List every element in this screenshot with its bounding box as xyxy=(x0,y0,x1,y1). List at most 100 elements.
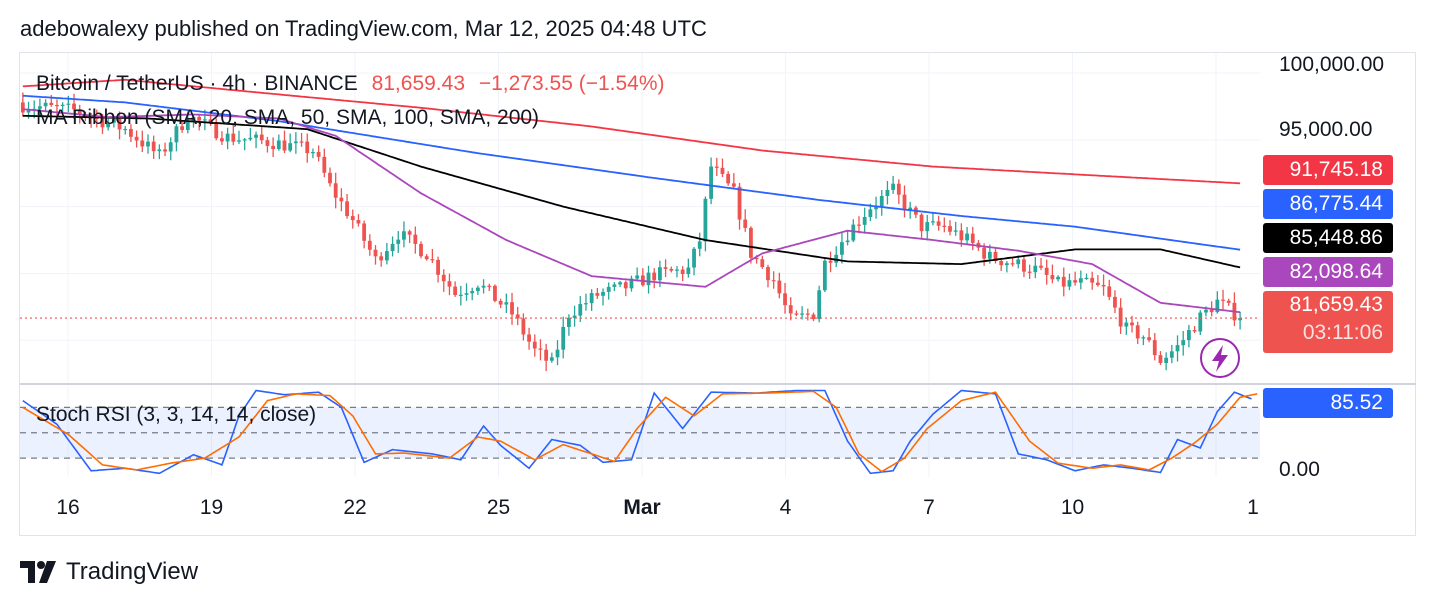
candle-body xyxy=(561,326,566,350)
candle-body xyxy=(635,275,640,279)
candle-body xyxy=(891,183,896,190)
price-tick-100000: 100,000.00 xyxy=(1279,53,1385,76)
candle-body xyxy=(1238,318,1242,321)
candle-body xyxy=(578,304,583,316)
legend-symbol-row: Bitcoin / TetherUS · 4h · BINANCE 81,659… xyxy=(36,72,665,96)
candle-body xyxy=(902,194,907,210)
candle-body xyxy=(311,152,315,154)
candle-body xyxy=(100,117,105,128)
stoch-rsi-tag: 85.52 xyxy=(1263,388,1393,418)
candle-body xyxy=(470,291,475,294)
candle-body xyxy=(333,183,338,198)
candle-body xyxy=(362,223,367,241)
legend-price: 81,659.43 xyxy=(371,72,466,95)
last-price-value: 81,659.43 xyxy=(1289,293,1383,316)
time-axis-label: 22 xyxy=(343,496,367,519)
candle-body xyxy=(129,128,133,137)
candle-body xyxy=(493,285,497,301)
candle-body xyxy=(942,225,947,227)
candle-body xyxy=(498,300,503,305)
candle-body xyxy=(1186,330,1191,341)
candle-body xyxy=(60,104,65,106)
candle-body xyxy=(123,128,128,131)
candle-body xyxy=(925,222,930,232)
candle-body xyxy=(840,242,844,255)
candle-body xyxy=(328,172,332,184)
time-axis-label: 25 xyxy=(486,496,511,519)
candle-body xyxy=(1158,355,1163,363)
candle-body xyxy=(766,267,770,281)
candle-body xyxy=(646,272,651,286)
candle-body xyxy=(202,119,207,121)
candle-body xyxy=(436,259,440,275)
bar-countdown: 03:11:06 xyxy=(1302,321,1383,344)
lightning-icon[interactable] xyxy=(1200,338,1240,378)
candle-body xyxy=(703,198,708,242)
candle-body xyxy=(692,248,696,268)
candle-body xyxy=(430,259,435,261)
candle-body xyxy=(908,207,913,210)
candle-body xyxy=(197,116,202,121)
candle-body xyxy=(800,313,805,315)
candle-body xyxy=(1181,340,1186,346)
candle-body xyxy=(276,140,281,150)
candle-body xyxy=(987,251,992,259)
candle-body xyxy=(242,139,247,141)
candle-body xyxy=(1039,265,1043,268)
candle-body xyxy=(743,219,748,228)
candle-body xyxy=(936,221,941,226)
legend-stoch-rsi[interactable]: Stoch RSI (3, 3, 14, 14, close) xyxy=(36,403,317,426)
candle-body xyxy=(282,140,287,151)
candle-body xyxy=(1141,337,1146,339)
sma20-price-tag: 82,098.64 xyxy=(1263,257,1393,287)
candle-body xyxy=(1044,267,1049,275)
time-axis-label: 10 xyxy=(1060,496,1085,519)
candle-body xyxy=(857,224,861,226)
candle-body xyxy=(254,134,258,138)
sma50-price-tag: 85,448.86 xyxy=(1263,223,1393,253)
candle-body xyxy=(862,217,867,225)
candle-body xyxy=(1073,280,1078,283)
candle-body xyxy=(1198,312,1203,332)
candle-body xyxy=(1010,263,1015,265)
candle-body xyxy=(72,103,76,110)
candle-body xyxy=(811,314,816,320)
candle-body xyxy=(316,152,321,157)
candle-body xyxy=(521,318,526,335)
legend-ma-ribbon[interactable]: MA Ribbon (SMA, 20, SMA, 50, SMA, 100, S… xyxy=(36,106,540,129)
sma100-line xyxy=(22,94,1241,251)
candle-body xyxy=(828,260,833,263)
publish-info: adebowalexy published on TradingView.com… xyxy=(20,16,707,41)
sma200-line xyxy=(22,78,1241,185)
candle-body xyxy=(419,243,423,257)
candle-body xyxy=(612,284,617,287)
candle-body xyxy=(77,109,82,115)
candle-body xyxy=(49,102,54,106)
candle-body xyxy=(373,249,378,257)
candle-body xyxy=(652,272,657,281)
candle-body xyxy=(237,140,241,142)
time-axis-label: 7 xyxy=(923,496,935,519)
candle-body xyxy=(464,293,469,295)
time-axis-label: 16 xyxy=(56,496,80,519)
candle-body xyxy=(1084,277,1089,280)
candle-body xyxy=(413,234,418,244)
candle-body xyxy=(549,357,554,361)
candle-body xyxy=(1135,325,1140,339)
candle-body xyxy=(1033,265,1038,273)
candle-body xyxy=(1061,276,1066,287)
candle-body xyxy=(1022,259,1026,272)
candle-body xyxy=(555,349,560,358)
candle-body xyxy=(658,267,662,281)
candle-body xyxy=(407,231,412,235)
candle-body xyxy=(402,231,406,240)
candle-body xyxy=(868,209,873,218)
candle-body xyxy=(817,290,822,320)
legend-symbol[interactable]: Bitcoin / TetherUS · 4h · BINANCE xyxy=(36,72,358,95)
candle-body xyxy=(299,141,304,143)
candle-body xyxy=(163,149,167,152)
candle-body xyxy=(1027,271,1032,273)
candle-body xyxy=(697,241,702,249)
candle-body xyxy=(714,166,719,168)
